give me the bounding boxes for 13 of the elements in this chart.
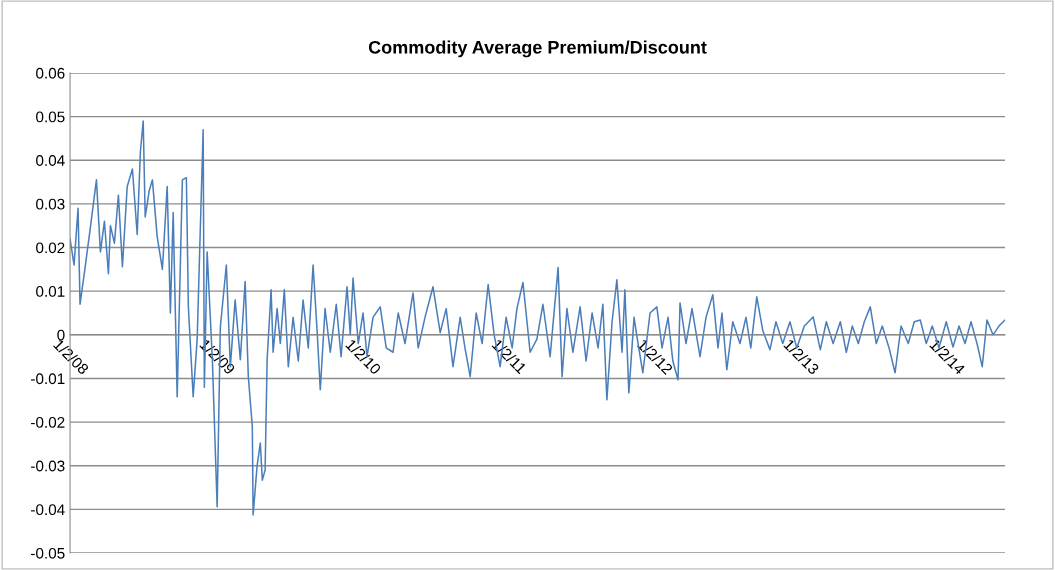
y-tick-label: 0.05 — [36, 111, 65, 123]
y-tick-label: 0.06 — [36, 67, 65, 79]
y-tick-label: 0.04 — [36, 155, 65, 166]
y-tick-label: 0 — [57, 329, 65, 341]
y-tick-label: -0.03 — [31, 460, 65, 472]
y-tick-label: -0.01 — [31, 373, 65, 385]
y-tick-label: -0.02 — [31, 416, 65, 428]
y-tick-label: -0.05 — [31, 547, 65, 559]
y-tick-label: -0.04 — [31, 504, 65, 516]
y-tick-label: 0.01 — [36, 286, 65, 297]
y-tick-label: 0.03 — [36, 198, 65, 210]
y-tick-label: 0.02 — [36, 242, 65, 254]
chart-title: Commodity Average Premium/Discount — [368, 40, 707, 58]
